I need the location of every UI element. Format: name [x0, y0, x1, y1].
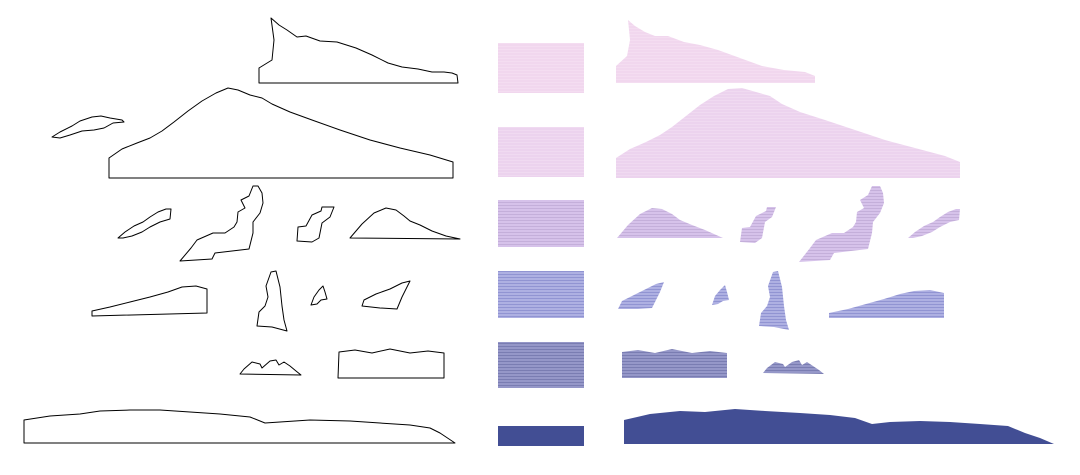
outline-shape-r2-mountain — [108, 87, 454, 179]
filled-shape-r4-c — [759, 271, 789, 330]
filled-shape-r6 — [624, 409, 1054, 444]
outline-shape-r4-d — [361, 280, 411, 310]
filled-shape-r5-a — [622, 349, 727, 378]
outline-shape-r4-b — [256, 270, 288, 332]
filled-shape-r4-a — [618, 282, 664, 309]
swatch-panel — [498, 43, 584, 446]
outline-shape-r1-a — [258, 17, 459, 84]
outline-shape-r6-long — [23, 409, 456, 444]
outline-shape-r4-a — [91, 285, 208, 317]
filled-panel — [616, 20, 1054, 444]
swatch-level-5 — [498, 342, 584, 388]
filled-shape-r3-b — [740, 207, 776, 243]
outline-shape-r3-b — [179, 185, 264, 262]
swatch-level-4 — [498, 271, 584, 318]
filled-shape-r4-d — [829, 290, 944, 318]
swatch-level-6 — [498, 426, 584, 446]
filled-shape-r3-c — [799, 186, 884, 262]
filled-shape-r1 — [616, 20, 815, 83]
filled-shape-r5-b — [763, 360, 824, 374]
outline-shape-r2-small — [51, 115, 125, 139]
outline-shape-r4-c — [310, 285, 328, 306]
outline-panel — [23, 17, 461, 444]
swatch-level-1 — [498, 43, 584, 93]
filled-shape-r3-d — [908, 209, 960, 238]
swatch-level-3 — [498, 200, 584, 247]
filled-shape-r4-b — [712, 285, 729, 305]
outline-shape-r5-b — [337, 348, 445, 379]
outline-shape-r5-a — [239, 359, 302, 376]
filled-shape-r3-a — [617, 208, 723, 238]
outline-shape-r3-a — [117, 208, 172, 239]
outline-shape-r3-d — [349, 207, 461, 240]
filled-shape-r2 — [616, 88, 960, 178]
outline-shape-r3-c — [296, 206, 335, 243]
swatch-level-2 — [498, 127, 584, 177]
